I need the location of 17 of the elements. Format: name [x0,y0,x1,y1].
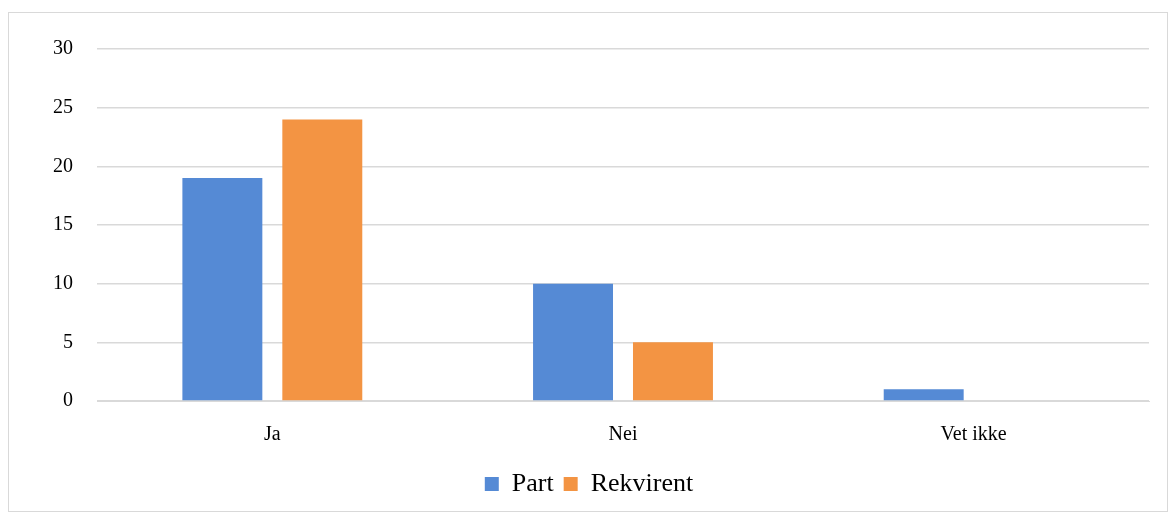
x-tick-label: Vet ikke [940,422,1007,445]
bar [632,342,713,401]
y-tick-label: 0 [63,388,73,411]
bar [883,389,964,401]
y-tick-label: 10 [53,270,73,293]
x-tick-label: Nei [608,422,638,445]
legend-label: Part [511,467,555,497]
y-tick-label: 30 [53,36,73,59]
y-tick-label: 20 [53,153,73,176]
y-tick-label: 25 [53,94,73,117]
bar [182,178,263,401]
bar [282,119,363,401]
y-tick-label: 5 [63,329,73,352]
legend-label: Rekvirent [590,467,694,497]
y-tick-label: 15 [53,212,73,235]
x-tick-label: Ja [264,422,281,445]
bar [533,283,614,401]
